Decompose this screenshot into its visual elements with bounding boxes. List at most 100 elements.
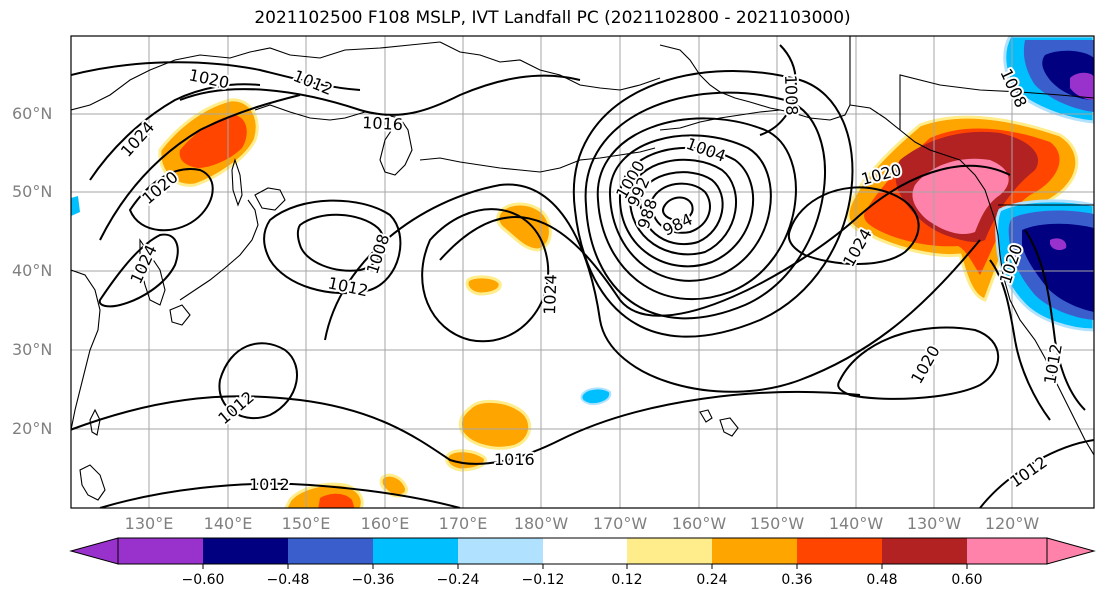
colorbar-tick-label: −0.12	[521, 572, 565, 588]
colorbar-segment	[373, 538, 458, 564]
coast-alaska-west	[659, 44, 851, 121]
contour-label: 1016	[494, 450, 535, 469]
lon-label: 180°W	[513, 514, 569, 533]
map-frame	[70, 35, 1095, 509]
contour-high-pacific-1012	[584, 91, 826, 320]
ivt-negative-region-alaska-4	[1070, 72, 1094, 100]
colorbar-extend-low	[69, 537, 119, 565]
colorbar-segment	[882, 538, 967, 564]
ivt-positive-region-central-2	[465, 275, 502, 296]
ivt-positive-region-central-1	[496, 202, 552, 252]
colorbar	[69, 537, 1096, 569]
coast-canada-inland	[849, 36, 1094, 130]
lat-label: 30°N	[12, 340, 53, 359]
colorbar-tick-label: −0.60	[181, 572, 225, 588]
contour-1012-north	[71, 61, 361, 91]
colorbar-tick-label: −0.24	[436, 572, 480, 588]
lon-label: 140°W	[828, 514, 884, 533]
coast-alaska-peninsula	[659, 109, 781, 131]
contour-1024-pacific	[421, 208, 550, 343]
contour-1012-bottom	[99, 482, 461, 508]
colorbar-segment	[458, 538, 543, 564]
coast-chukotka	[439, 41, 661, 91]
colorbar-segment	[203, 538, 288, 564]
contour-1016-okhotsk	[179, 74, 581, 116]
colorbar-segment	[288, 538, 373, 564]
colorbar-tick-label: 0.12	[611, 572, 643, 588]
contour-low-996	[628, 158, 737, 256]
coast-japan-hokkaido	[254, 187, 286, 211]
colorbar-tick-label: −0.48	[266, 572, 310, 588]
lat-label: 40°N	[12, 261, 53, 280]
contour-low-992	[638, 171, 724, 246]
contour-low-1008	[596, 117, 797, 301]
colorbar-segment	[967, 538, 1047, 564]
coast-kyushu	[169, 304, 191, 326]
mslp-contours	[71, 44, 1094, 508]
ivt-negative-region-west-edge	[71, 196, 80, 216]
contour-label: 1012	[249, 475, 290, 494]
contour-1016-south	[71, 391, 861, 465]
contour-1016-westcoast	[1024, 229, 1086, 411]
contour-1012-west	[218, 342, 298, 420]
ivt-negative-region-central	[580, 387, 612, 406]
coast-china	[71, 269, 101, 431]
colorbar-tick-label: 0.24	[696, 572, 728, 588]
lon-label: 150°E	[281, 514, 331, 533]
lon-label: 170°W	[592, 514, 648, 533]
coast-sakhalin	[231, 158, 243, 207]
ivt-positive-region-central-4	[445, 449, 487, 472]
contour-1024-asia	[89, 83, 261, 181]
contour-1008-asia-low	[296, 213, 385, 272]
contour-low-1000	[618, 146, 755, 268]
contour-1020-asia-inner	[128, 168, 214, 232]
ivt-negative-region-westcoast-4	[1050, 238, 1067, 251]
ivt-positive-region-south-3	[379, 473, 408, 498]
colorbar-segment	[118, 538, 203, 564]
contour-1024-ne	[787, 186, 920, 265]
lon-label: 130°E	[124, 514, 174, 533]
coast-japan-honshu	[179, 199, 259, 301]
contour-low-988	[650, 182, 711, 234]
coast-us-west	[997, 234, 1094, 456]
ivt-positive-region-ne-pacific-4	[912, 158, 1009, 235]
gridlines	[71, 36, 1094, 508]
lon-label: 140°E	[203, 514, 253, 533]
ivt-positive-region-south-2	[318, 493, 355, 508]
lon-label: 130°W	[906, 514, 962, 533]
lon-label: 160°W	[671, 514, 727, 533]
contour-label: 1016	[362, 113, 404, 134]
ivt-positive-region-asia-2	[179, 115, 247, 168]
contour-label: 1008	[781, 74, 801, 115]
lon-label: 170°E	[438, 514, 488, 533]
coast-hawaii	[699, 409, 739, 437]
ivt-anomaly-fills	[71, 36, 1094, 508]
contour-high-pacific-1016	[572, 69, 854, 338]
colorbar-tick-label: 0.60	[951, 572, 983, 588]
colorbar-segment	[627, 538, 712, 564]
ivt-positive-region-central-3	[458, 400, 531, 450]
coast-asia-mainland	[71, 41, 441, 111]
coast-aleutians	[419, 147, 656, 173]
lat-label: 60°N	[12, 104, 53, 123]
colorbar-segment	[543, 538, 627, 564]
contour-1020-westcoast	[989, 259, 1051, 421]
lat-label: 20°N	[12, 419, 53, 438]
colorbar-segment	[797, 538, 882, 564]
contour-1020-asia	[99, 94, 301, 241]
colorbar-ticks	[202, 564, 968, 569]
colorbar-segment	[712, 538, 797, 564]
contour-label: 1024	[540, 274, 560, 315]
coast-gulf-of-alaska	[849, 104, 961, 161]
lat-label: 50°N	[12, 182, 53, 201]
contour-1012-asia-low	[263, 199, 402, 295]
colorbar-tick-label: −0.36	[351, 572, 395, 588]
coast-philippines	[79, 464, 106, 501]
colorbar-tick-label: 0.48	[866, 572, 898, 588]
coastlines	[71, 36, 1094, 501]
coast-kamchatka	[379, 117, 413, 176]
contour-1012-se	[979, 439, 1094, 508]
coast-bc	[959, 159, 999, 236]
coast-taiwan	[89, 408, 101, 436]
